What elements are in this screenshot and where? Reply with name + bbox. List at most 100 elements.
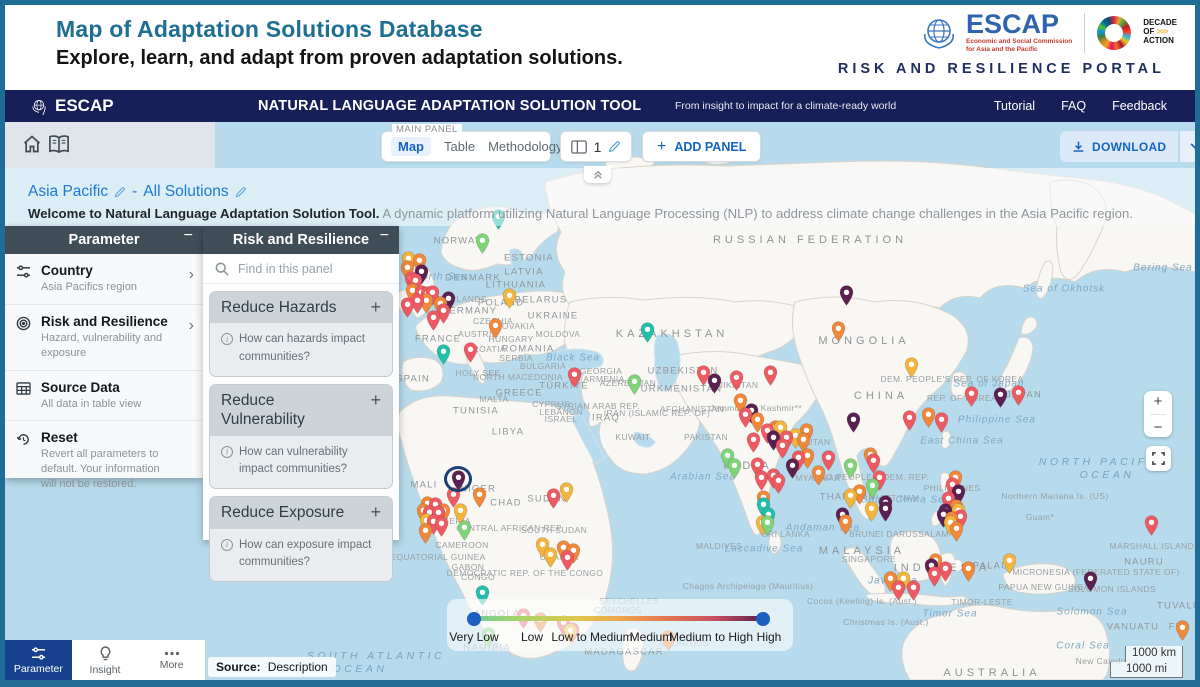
map-pin[interactable] [771, 473, 786, 494]
map-pin[interactable] [796, 432, 811, 453]
map-pin[interactable] [446, 487, 461, 508]
map-pin[interactable] [754, 470, 769, 491]
edit-pencil-icon[interactable] [235, 186, 247, 198]
map-pin[interactable] [707, 373, 722, 394]
map-pin[interactable] [775, 438, 790, 459]
map-pin[interactable] [785, 458, 800, 479]
sidebar-item-country[interactable]: Country Asia Pacifics region › [5, 254, 203, 305]
map-pin[interactable] [727, 458, 742, 479]
map-pin[interactable] [843, 488, 858, 509]
breadcrumb-region[interactable]: Asia Pacific [28, 183, 109, 200]
map-pin[interactable] [934, 412, 949, 433]
map-pin[interactable] [843, 458, 858, 479]
accordion-header[interactable]: Reduce Exposure + [210, 497, 392, 529]
map-pin[interactable] [852, 484, 867, 505]
sidebar-item-reset[interactable]: Reset Revert all parameters to default. … [5, 421, 203, 501]
accordion-header[interactable]: Reduce Hazards + [210, 292, 392, 324]
map-pin[interactable] [821, 450, 836, 471]
faq-link[interactable]: FAQ [1061, 99, 1087, 113]
map-pin[interactable] [543, 547, 558, 568]
map-pin[interactable] [1175, 620, 1190, 641]
map-pin[interactable] [502, 288, 517, 309]
fullscreen-button[interactable] [1146, 446, 1171, 471]
map-pin[interactable] [436, 344, 451, 365]
map-pin[interactable] [559, 482, 574, 503]
map-pin[interactable] [993, 387, 1008, 408]
map-pin[interactable] [904, 357, 919, 378]
map-pin[interactable] [463, 342, 478, 363]
search-input[interactable] [238, 261, 378, 276]
expand-plus-icon[interactable]: + [370, 297, 381, 317]
map-pin[interactable] [964, 386, 979, 407]
tab-map[interactable]: Map [391, 137, 431, 156]
download-button[interactable]: DOWNLOAD [1060, 131, 1200, 162]
map-pin[interactable] [831, 321, 846, 342]
map-pin[interactable] [410, 293, 425, 314]
add-panel-button[interactable]: + ADD PANEL [642, 131, 762, 162]
collapse-panel-button[interactable]: − [183, 227, 193, 244]
map-pin[interactable] [951, 484, 966, 505]
map-pin[interactable] [763, 365, 778, 386]
home-icon[interactable] [22, 134, 42, 159]
map-pin[interactable] [457, 520, 472, 541]
download-options-chevron[interactable] [1180, 131, 1200, 162]
map-pin[interactable] [1144, 515, 1159, 536]
map-pin[interactable] [906, 580, 921, 601]
sidebar-item-source-data[interactable]: Source Data All data in table view [5, 371, 203, 422]
map-pin[interactable] [434, 516, 449, 537]
map-pin[interactable] [864, 501, 879, 522]
edit-pencil-icon[interactable] [608, 140, 621, 153]
map-pin[interactable] [488, 318, 503, 339]
legend-gradient-track[interactable] [474, 616, 763, 621]
map-pin[interactable] [866, 453, 881, 474]
map-pin[interactable] [426, 310, 441, 331]
map-pin[interactable] [750, 412, 765, 433]
map-pin[interactable] [839, 285, 854, 306]
bottom-tab-more[interactable]: More [138, 640, 206, 682]
map-pin[interactable] [921, 407, 936, 428]
map-pin[interactable] [472, 487, 487, 508]
expand-plus-icon[interactable]: + [370, 502, 381, 523]
map-pin[interactable] [418, 523, 433, 544]
map-pin[interactable] [746, 432, 761, 453]
source-value[interactable]: Description [267, 660, 328, 674]
map-pin[interactable] [811, 465, 826, 486]
zoom-out-button[interactable]: − [1153, 418, 1163, 436]
map-pin[interactable] [696, 365, 711, 386]
edit-pencil-icon[interactable] [114, 186, 126, 198]
map-pin[interactable] [891, 580, 906, 601]
panel-selector[interactable]: 1 [560, 131, 632, 162]
sidebar-item-risk-resilience[interactable]: Risk and Resilience Hazard, vulnerabilit… [5, 305, 203, 371]
bottom-tab-insight[interactable]: Insight [71, 640, 139, 682]
map-pin[interactable] [927, 566, 942, 587]
map-pin[interactable] [627, 374, 642, 395]
map-pin[interactable] [878, 501, 893, 522]
bottom-tab-parameter[interactable]: Parameter [5, 640, 72, 682]
expand-plus-icon[interactable]: + [370, 389, 381, 410]
tutorial-link[interactable]: Tutorial [993, 99, 1036, 113]
breadcrumb-filter[interactable]: All Solutions [143, 183, 229, 200]
map-pin[interactable] [902, 410, 917, 431]
map-pin[interactable] [546, 488, 561, 509]
legend-handle-left[interactable] [467, 611, 481, 626]
map-pin[interactable] [1002, 553, 1017, 574]
map-pin[interactable] [436, 303, 451, 324]
map-pin[interactable] [567, 367, 582, 388]
map-pin[interactable] [400, 297, 415, 318]
map-pin[interactable] [729, 370, 744, 391]
legend-handle-right[interactable] [756, 611, 770, 626]
map-pin[interactable] [1011, 385, 1026, 406]
map-pin[interactable] [949, 521, 964, 542]
map-pin[interactable] [738, 407, 753, 428]
map-pin[interactable] [640, 322, 655, 343]
accordion-header[interactable]: Reduce Vulnerability + [210, 384, 392, 436]
map-pin[interactable] [760, 515, 775, 536]
map-pin[interactable] [475, 233, 490, 254]
map-pin[interactable] [938, 561, 953, 582]
tab-table[interactable]: Table [444, 139, 476, 154]
collapse-panel-button[interactable]: − [379, 227, 389, 244]
map-pin[interactable] [846, 412, 861, 433]
glossary-book-icon[interactable] [48, 134, 70, 159]
map-pin[interactable] [865, 478, 880, 499]
feedback-link[interactable]: Feedback [1112, 99, 1167, 113]
